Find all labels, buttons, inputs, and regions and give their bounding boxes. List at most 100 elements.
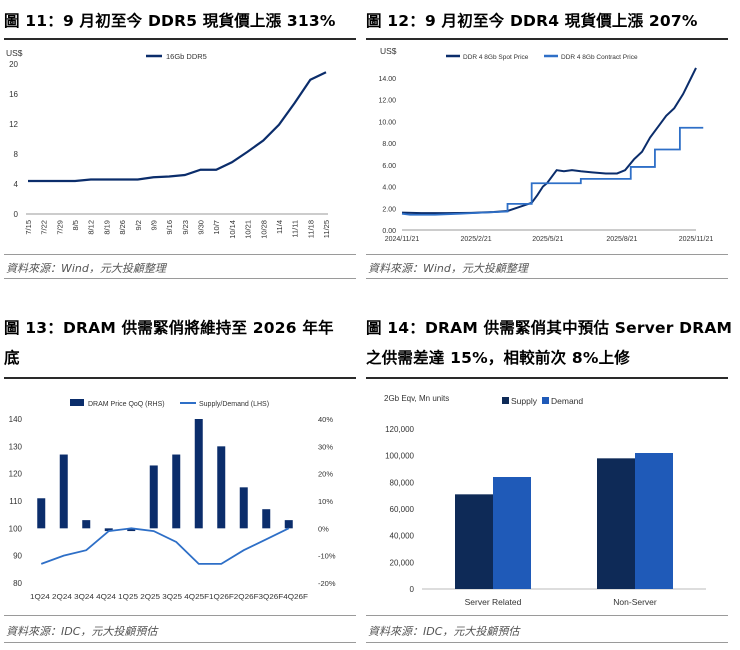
x-tick-label: 9/23 (181, 220, 190, 235)
bar-price-qoq (239, 487, 248, 529)
figure-14: 圖 14：DRAM 供需緊俏其中預估 Server DRAM 之供需差達 15%… (366, 315, 736, 650)
x-tick-label: 10/14 (228, 220, 237, 239)
dram-supply-demand-chart: 80 90 100 110 120 130 140 -20% -10% 0% 10% 20% 30% 40… (9, 399, 336, 601)
figure-12: 圖 12：9 月初至今 DDR4 現貨價上漲 207% US$ 0.00 2.00 4… (366, 0, 736, 290)
source-rule (4, 254, 356, 255)
source-rule-bottom (4, 642, 356, 643)
x-tick-label: 11/18 (306, 220, 315, 238)
supply-demand-bar-chart: 2Gb Eqv, Mn units 0 20,000 40,000 60,000 80,0… (384, 394, 706, 607)
x-tick-label: 2024/11/21 (385, 236, 420, 243)
bar-price-qoq (37, 498, 46, 529)
x-tick-label: 2025/2/21 (461, 236, 492, 243)
title-rule (366, 377, 728, 379)
legend-label: DRAM Price QoQ (RHS) (88, 401, 165, 408)
y-tick-label: 20 (9, 60, 18, 69)
x-tick-label: 8/5 (71, 220, 80, 230)
legend-label: Demand (551, 396, 583, 406)
bar-price-qoq (104, 528, 113, 532)
figure-12-title: 圖 12：9 月初至今 DDR4 現貨價上漲 207% (366, 12, 698, 30)
y-tick-label: 10.00 (378, 119, 396, 126)
series-line (401, 126, 704, 216)
y-tick-label-right: 0% (318, 524, 329, 533)
y-tick-label-right: 10% (318, 497, 333, 506)
x-axis-labels: 1Q24 2Q24 3Q24 4Q24 1Q25 2Q25 3Q25 4Q25F… (30, 592, 309, 601)
source-rule (366, 254, 728, 255)
bar-price-qoq (172, 454, 181, 529)
y-tick-label: 80,000 (390, 478, 415, 487)
figure-14-title-line-1: 圖 14：DRAM 供需緊俏其中預估 Server DRAM (366, 319, 733, 337)
y-tick-label: 40,000 (390, 532, 415, 541)
y-tick-label-right: -10% (318, 552, 336, 561)
legend-label: DDR 4 8Gb Spot Price (463, 54, 529, 61)
unit-label: US$ (6, 48, 23, 58)
y-tick-label-left: 100 (9, 524, 23, 533)
y-tick-label: 8.00 (382, 141, 396, 148)
series-line (401, 67, 697, 215)
x-tick-label: 9/2 (134, 220, 143, 230)
y-tick-label: 16 (9, 90, 18, 99)
figure-14-source: 資料來源：IDC，元大投顧預估 (368, 625, 520, 638)
source-rule (366, 615, 728, 616)
y-tick-label-left: 110 (9, 497, 22, 506)
ddr4-line-chart: US$ 0.00 2.00 4.00 6.00 8.00 10.00 12.00 14.00 20… (378, 46, 714, 243)
legend-swatch (542, 397, 549, 404)
x-tick-label: 2025/11/21 (679, 236, 714, 243)
x-tick-label: 7/29 (55, 220, 64, 235)
unit-label: 2Gb Eqv, Mn units (384, 394, 449, 403)
figure-14-title-line-2: 之供需差達 15%，相較前次 8%上修 (366, 349, 631, 367)
y-tick-label-left: 90 (13, 552, 22, 561)
y-tick-label: 4 (14, 180, 19, 189)
bar-price-qoq (127, 528, 136, 532)
x-tick-label: 10/7 (212, 220, 221, 235)
y-tick-label-left: 80 (13, 579, 22, 588)
bar-price-qoq (82, 520, 91, 529)
y-tick-label-left: 130 (9, 442, 23, 451)
y-tick-label: 100,000 (385, 452, 414, 461)
legend-swatch-bar (70, 399, 84, 406)
figure-11-source: 資料來源：Wind，元大投顧整理 (6, 262, 166, 275)
figure-12-source: 資料來源：Wind，元大投顧整理 (368, 262, 528, 275)
legend-label: 16Gb DDR5 (166, 52, 207, 61)
x-tick-label: 7/15 (24, 220, 33, 235)
y-tick-label-right: -20% (318, 579, 336, 588)
legend-label: Supply (511, 396, 538, 406)
figure-13-source: 資料來源：IDC，元大投顧預估 (6, 625, 158, 638)
y-tick-label: 4.00 (382, 185, 396, 192)
x-tick-label: 11/4 (275, 220, 284, 234)
y-tick-label: 0 (14, 210, 19, 219)
figure-11: 圖 11：9 月初至今 DDR5 現貨價上漲 313% US$ 0 4 8 12 16 20… (0, 0, 356, 290)
ddr5-line-chart: US$ 0 4 8 12 16 20 7/15 7/22 7/29 8/5 8/12 8/19 8/26 9… (6, 48, 331, 239)
x-tick-label: 8/26 (118, 220, 127, 235)
bar-price-qoq (217, 446, 226, 529)
y-tick-label: 6.00 (382, 163, 396, 170)
y-tick-label: 0.00 (382, 228, 396, 235)
y-tick-label-right: 20% (318, 470, 333, 479)
y-tick-label: 12 (9, 120, 18, 129)
bar-demand (635, 453, 673, 589)
title-rule (4, 38, 356, 40)
series-line-16gb-ddr5 (28, 71, 327, 183)
y-tick-label-left: 140 (9, 415, 23, 424)
y-tick-label: 60,000 (390, 505, 415, 514)
x-tick-label: Server Related (465, 597, 522, 607)
y-tick-label-left: 120 (9, 470, 23, 479)
bar-supply (455, 494, 493, 589)
bar-price-qoq (149, 465, 158, 529)
y-tick-label: 0 (410, 585, 415, 594)
figure-11-title: 圖 11：9 月初至今 DDR5 現貨價上漲 313% (4, 12, 336, 30)
y-tick-label: 2.00 (382, 206, 396, 213)
x-tick-label: 10/21 (244, 220, 253, 239)
x-tick-label: Non-Server (613, 597, 657, 607)
source-rule-bottom (4, 278, 356, 279)
source-rule (4, 615, 356, 616)
series-line-supply-demand (40, 527, 290, 565)
legend-label: Supply/Demand (LHS) (199, 401, 269, 408)
figure-13-title-line-2: 底 (4, 349, 20, 367)
bar-price-qoq (194, 419, 203, 529)
figure-13-title-line-1: 圖 13：DRAM 供需緊俏將維持至 2026 年年 (4, 319, 334, 337)
source-rule-bottom (366, 278, 728, 279)
bar-supply (597, 458, 635, 589)
x-tick-label: 8/12 (87, 220, 96, 235)
y-tick-label: 12.00 (378, 98, 396, 105)
bar-price-qoq (59, 454, 68, 529)
